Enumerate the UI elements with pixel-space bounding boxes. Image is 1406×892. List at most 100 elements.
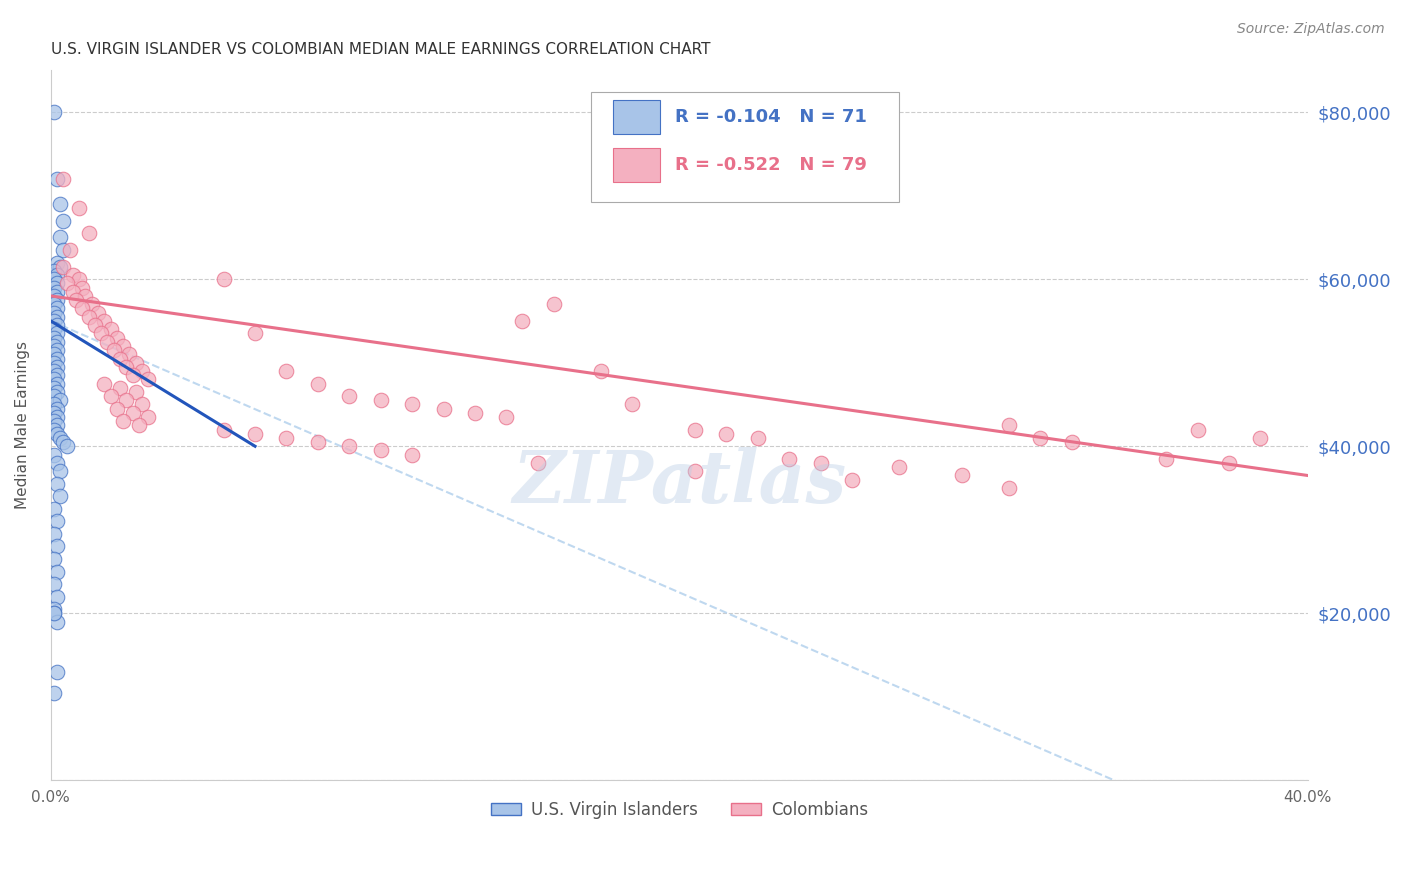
Point [46, 172, 69, 186]
Point [46, 277, 69, 291]
Point [46, 255, 69, 269]
Point [49, 197, 72, 211]
Point [108, 381, 131, 395]
Point [887, 460, 910, 475]
Point [1060, 435, 1083, 450]
Point [46, 310, 69, 324]
Point [70, 301, 93, 316]
Point [59, 243, 82, 257]
Point [42, 602, 65, 616]
Point [46, 615, 69, 629]
Point [49, 230, 72, 244]
Text: Source: ZipAtlas.com: Source: ZipAtlas.com [1237, 22, 1385, 37]
Point [1029, 431, 1052, 445]
Point [276, 364, 298, 378]
Point [1154, 451, 1177, 466]
Point [136, 410, 159, 425]
Point [307, 435, 329, 450]
Point [42, 339, 65, 353]
Point [100, 389, 122, 403]
Point [841, 473, 863, 487]
Point [42, 381, 65, 395]
Point [42, 389, 65, 403]
Point [464, 406, 486, 420]
Point [46, 376, 69, 391]
Point [46, 476, 69, 491]
Point [46, 418, 69, 433]
Point [136, 372, 159, 386]
Point [337, 389, 360, 403]
Point [46, 401, 69, 416]
Point [46, 515, 69, 529]
Point [401, 397, 423, 411]
Point [276, 431, 298, 445]
Point [62, 285, 84, 299]
Point [1249, 431, 1271, 445]
Point [65, 293, 87, 307]
Point [716, 426, 738, 441]
Point [55, 277, 77, 291]
Point [49, 464, 72, 478]
Point [42, 448, 65, 462]
Point [42, 372, 65, 386]
Point [103, 343, 125, 358]
Point [42, 501, 65, 516]
Point [90, 326, 112, 341]
Point [998, 481, 1021, 495]
Point [46, 285, 69, 299]
Point [543, 297, 565, 311]
Point [1218, 456, 1240, 470]
Point [46, 334, 69, 349]
Point [93, 376, 115, 391]
Point [401, 448, 423, 462]
Text: U.S. VIRGIN ISLANDER VS COLOMBIAN MEDIAN MALE EARNINGS CORRELATION CHART: U.S. VIRGIN ISLANDER VS COLOMBIAN MEDIAN… [51, 42, 710, 57]
Point [42, 685, 65, 699]
Point [810, 456, 832, 470]
Point [42, 414, 65, 428]
Point [128, 418, 150, 433]
Point [46, 351, 69, 366]
Point [42, 331, 65, 345]
Point [121, 406, 143, 420]
Point [46, 368, 69, 383]
Point [108, 351, 131, 366]
Point [46, 426, 69, 441]
Point [46, 293, 69, 307]
Point [55, 439, 77, 453]
Legend: U.S. Virgin Islanders, Colombians: U.S. Virgin Islanders, Colombians [484, 794, 875, 825]
Point [42, 406, 65, 420]
Point [527, 456, 550, 470]
Point [49, 393, 72, 408]
Point [46, 343, 69, 358]
Point [77, 227, 100, 241]
Point [42, 607, 65, 621]
Point [67, 272, 90, 286]
Point [778, 451, 800, 466]
Point [77, 310, 100, 324]
Point [495, 410, 517, 425]
Point [118, 347, 141, 361]
Point [42, 105, 65, 120]
Point [46, 359, 69, 374]
Point [42, 297, 65, 311]
Point [46, 540, 69, 554]
Point [93, 314, 115, 328]
Point [432, 401, 454, 416]
Point [46, 318, 69, 333]
Point [370, 393, 392, 408]
Point [683, 464, 706, 478]
Point [67, 201, 90, 215]
Text: R = -0.522   N = 79: R = -0.522 N = 79 [675, 156, 868, 174]
Point [87, 305, 110, 319]
Point [52, 243, 75, 257]
Point [49, 489, 72, 503]
Point [70, 280, 93, 294]
Point [589, 364, 612, 378]
Point [42, 356, 65, 370]
Point [747, 431, 769, 445]
Point [46, 301, 69, 316]
Point [105, 331, 128, 345]
Point [42, 364, 65, 378]
Point [42, 577, 65, 591]
Point [243, 326, 266, 341]
